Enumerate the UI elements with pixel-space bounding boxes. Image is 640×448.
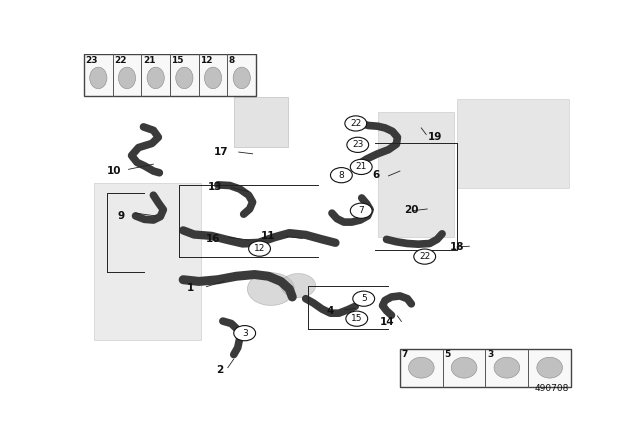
Text: 10: 10: [106, 166, 121, 176]
Text: 20: 20: [404, 205, 419, 215]
Ellipse shape: [176, 67, 193, 89]
Bar: [84, 55, 256, 96]
Text: 9: 9: [117, 211, 124, 221]
Text: 12: 12: [254, 244, 265, 253]
Circle shape: [330, 168, 352, 183]
Text: 23: 23: [352, 140, 364, 149]
Ellipse shape: [494, 357, 520, 378]
Ellipse shape: [408, 357, 434, 378]
Text: 7: 7: [358, 206, 364, 215]
Circle shape: [345, 116, 367, 131]
Circle shape: [346, 311, 368, 326]
Ellipse shape: [281, 273, 316, 297]
Circle shape: [249, 241, 271, 256]
Text: 13: 13: [207, 181, 222, 192]
Text: 21: 21: [143, 56, 156, 65]
Text: 11: 11: [261, 231, 276, 241]
Ellipse shape: [233, 67, 250, 89]
Text: 15: 15: [172, 56, 184, 65]
Ellipse shape: [147, 67, 164, 89]
Text: 21: 21: [356, 163, 367, 172]
Text: 22: 22: [419, 252, 430, 261]
Text: 8: 8: [229, 56, 235, 65]
Text: 15: 15: [351, 314, 362, 323]
Ellipse shape: [248, 273, 294, 306]
Text: 23: 23: [86, 56, 98, 65]
Circle shape: [414, 249, 436, 264]
Circle shape: [350, 159, 372, 174]
Bar: [94, 183, 200, 340]
Text: 19: 19: [428, 132, 442, 142]
Text: 18: 18: [450, 242, 464, 252]
Text: 17: 17: [214, 147, 228, 157]
Ellipse shape: [118, 67, 136, 89]
Ellipse shape: [537, 357, 563, 378]
Text: 5: 5: [444, 350, 451, 359]
Text: 490708: 490708: [534, 383, 568, 392]
Text: 5: 5: [361, 294, 367, 303]
Text: 6: 6: [372, 170, 380, 180]
Text: 8: 8: [339, 171, 344, 180]
Bar: [400, 349, 571, 387]
Ellipse shape: [451, 357, 477, 378]
Circle shape: [353, 291, 374, 306]
Circle shape: [234, 326, 255, 341]
Circle shape: [350, 203, 372, 218]
Text: 12: 12: [200, 56, 212, 65]
Text: 16: 16: [205, 234, 220, 244]
Ellipse shape: [204, 67, 221, 89]
Circle shape: [347, 137, 369, 152]
Text: 3: 3: [242, 329, 248, 338]
Bar: [234, 97, 288, 147]
Text: 4: 4: [327, 306, 334, 316]
Text: 2: 2: [216, 366, 223, 375]
Bar: [378, 112, 454, 237]
Text: 3: 3: [487, 350, 493, 359]
Text: 22: 22: [350, 119, 362, 128]
Text: 22: 22: [114, 56, 127, 65]
Text: 7: 7: [401, 350, 408, 359]
Ellipse shape: [90, 67, 107, 89]
Bar: [457, 99, 568, 188]
Text: 14: 14: [380, 317, 395, 327]
Text: 1: 1: [186, 283, 194, 293]
